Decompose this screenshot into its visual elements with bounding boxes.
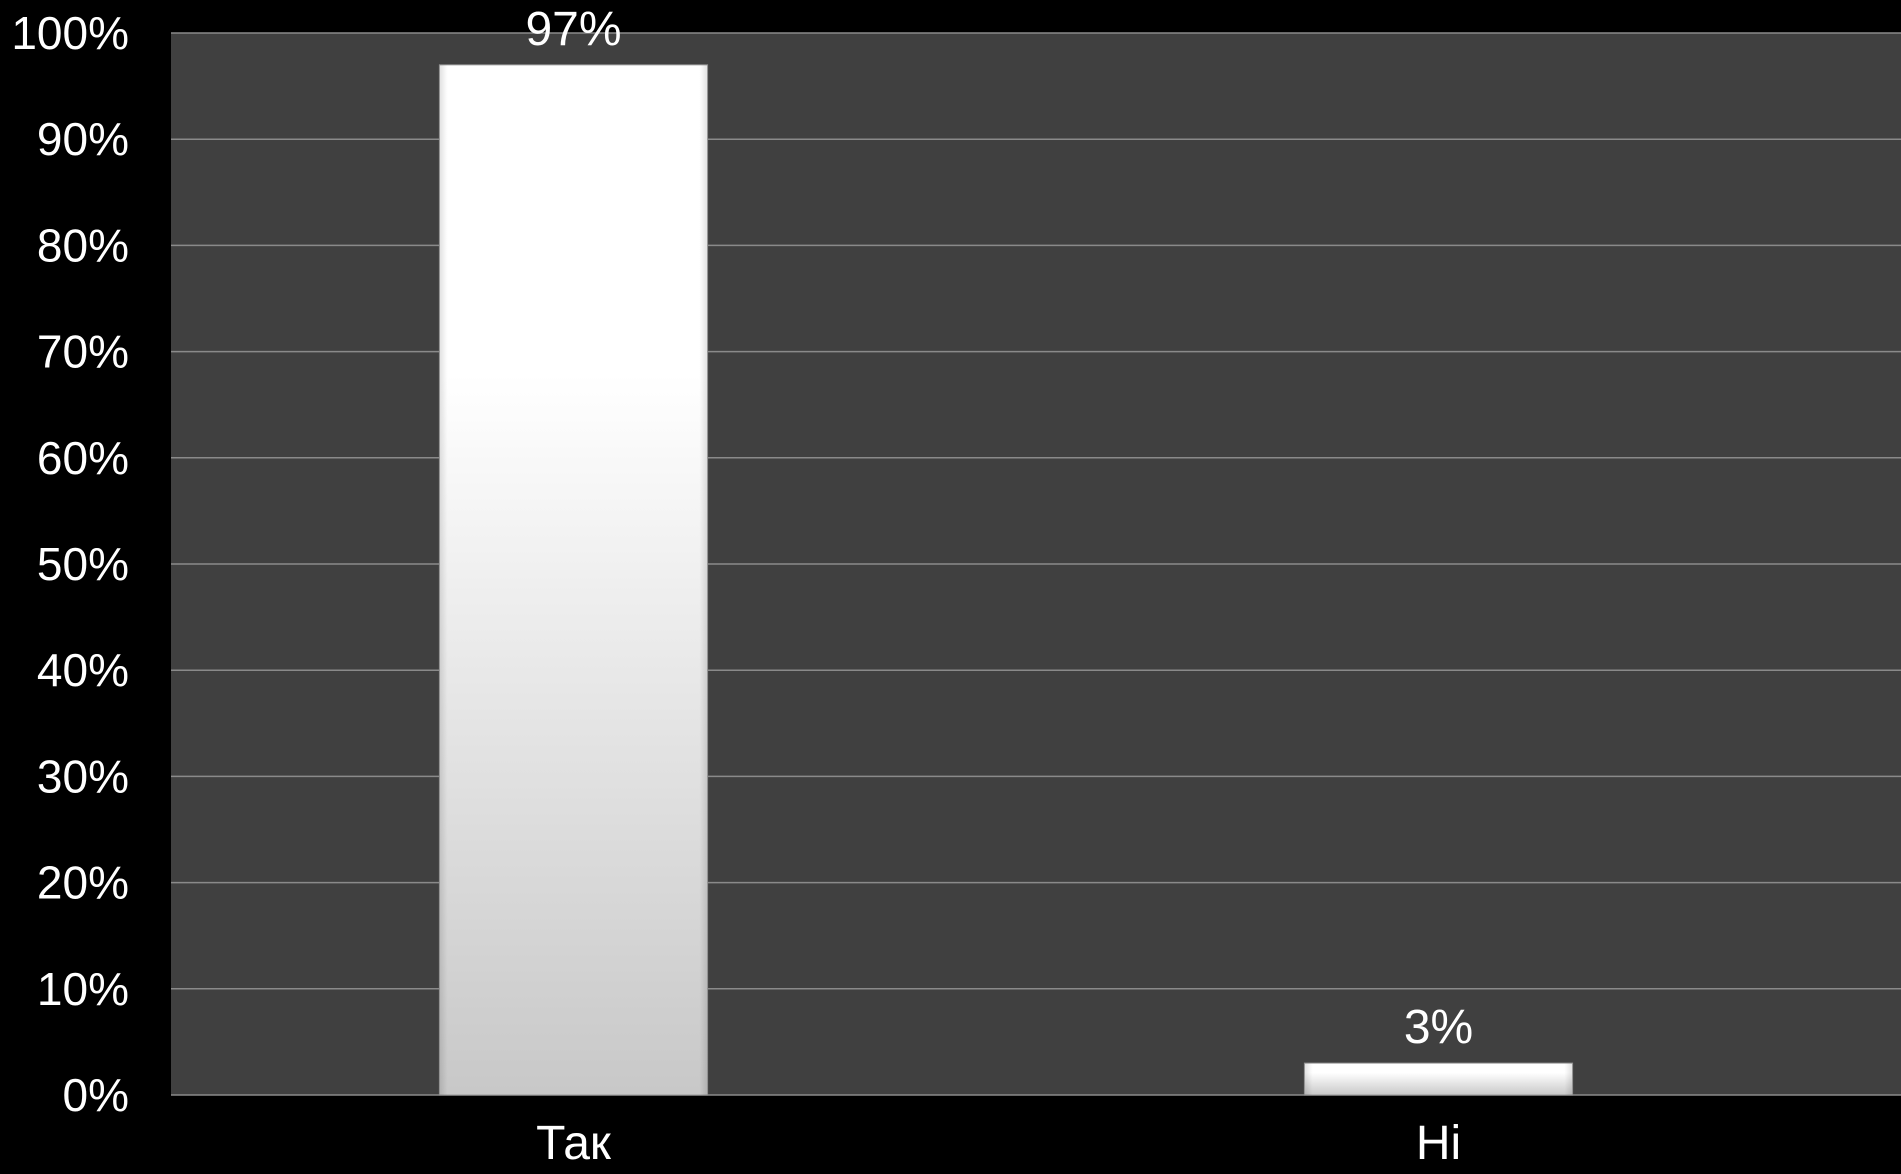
x-category-label-1: Так	[536, 1117, 612, 1170]
y-axis-tick-labels: 0% 10% 20% 30% 40% 50% 60% 70% 80% 90% 100%	[11, 7, 129, 1121]
y-tick-label: 90%	[37, 113, 129, 165]
data-label-2: 3%	[1404, 1001, 1473, 1054]
bars	[438, 64, 1574, 1096]
data-labels: 97% 3%	[525, 3, 1473, 1054]
y-tick-label: 100%	[11, 7, 129, 59]
y-tick-label: 40%	[37, 644, 129, 696]
bar-shading-2	[1304, 1063, 1573, 1095]
y-tick-label: 70%	[37, 326, 129, 378]
y-tick-label: 30%	[37, 750, 129, 802]
bar-shading-1	[439, 64, 708, 1096]
x-axis-category-labels: Так Ні	[536, 1117, 1461, 1170]
y-tick-label: 10%	[37, 963, 129, 1015]
y-tick-label: 80%	[37, 219, 129, 271]
data-label-1: 97%	[525, 3, 621, 56]
y-tick-label: 20%	[37, 857, 129, 909]
y-tick-label: 60%	[37, 432, 129, 484]
y-tick-label: 50%	[37, 538, 129, 590]
x-category-label-2: Ні	[1416, 1117, 1461, 1170]
y-tick-label: 0%	[63, 1069, 129, 1121]
